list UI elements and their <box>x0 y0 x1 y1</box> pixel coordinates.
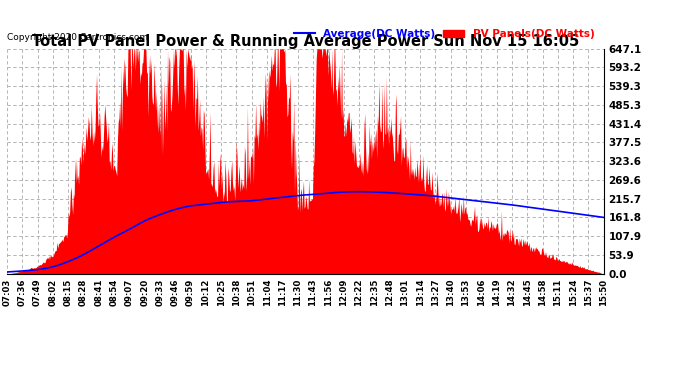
Legend: Average(DC Watts), PV Panels(DC Watts): Average(DC Watts), PV Panels(DC Watts) <box>290 25 598 43</box>
Text: Copyright 2020 Cartronics.com: Copyright 2020 Cartronics.com <box>7 33 148 42</box>
Title: Total PV Panel Power & Running Average Power Sun Nov 15 16:05: Total PV Panel Power & Running Average P… <box>32 34 579 49</box>
